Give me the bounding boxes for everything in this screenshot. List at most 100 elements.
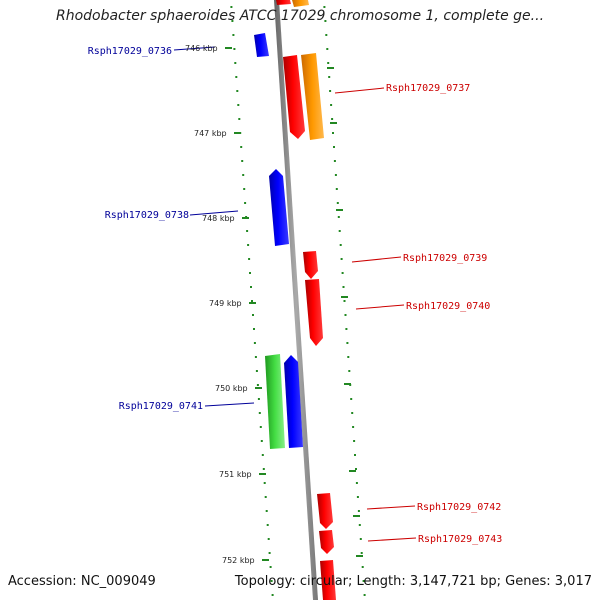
orange-feature-top-arrow[interactable] [292, 0, 309, 7]
tick-label-746: 746 kbp [185, 44, 218, 53]
left-track-dot [259, 426, 262, 428]
right-track-dot [338, 230, 341, 232]
tick-mark-747 [234, 132, 241, 134]
tick-label-747: 747 kbp [194, 129, 227, 138]
gene-bottom-red-arrow[interactable] [320, 560, 336, 600]
right-tick-mark [353, 515, 360, 517]
right-track-dot [337, 216, 340, 218]
right-track-dot [340, 258, 343, 260]
right-track-dot [351, 412, 354, 414]
left-dotted-track [230, 6, 274, 596]
gene-rsph17029-0743-arrow[interactable] [319, 530, 334, 554]
leader-rsph17029-0740 [355, 304, 405, 310]
right-track-dot [347, 356, 350, 358]
kbp-ticks [225, 47, 363, 561]
tick-mark-748 [242, 217, 249, 219]
right-track-dot [346, 342, 349, 344]
label-rsph17029-0739[interactable]: Rsph17029_0739 [403, 253, 487, 264]
gene-rsph17029-0738-arrow[interactable] [269, 169, 289, 246]
left-track-dot [268, 552, 271, 554]
left-track-dot [250, 286, 252, 288]
leader-rsph17029-0736 [173, 46, 216, 51]
right-track-dot [343, 300, 346, 302]
right-track-dot [336, 202, 339, 204]
right-tick-mark [341, 296, 348, 298]
tick-mark-751 [259, 473, 266, 475]
right-track-dot [332, 132, 334, 134]
left-track-dot [258, 412, 261, 414]
label-rsph17029-0743[interactable]: Rsph17029_0743 [418, 534, 502, 545]
left-track-dot [240, 146, 243, 148]
left-track-dot [235, 76, 238, 78]
accession-info: Accession: NC_009049 [8, 574, 156, 589]
page-title: Rhodobacter sphaeroides ATCC 17029 chrom… [55, 8, 545, 24]
left-track-dot [241, 160, 244, 162]
left-track-dot [247, 244, 250, 246]
gene-rsph17029-0739-arrow[interactable] [303, 251, 318, 279]
right-track-dot [350, 398, 353, 400]
left-track-dot [246, 230, 249, 232]
right-track-dot [355, 468, 357, 470]
label-rsph17029-0741[interactable]: Rsph17029_0741 [119, 401, 203, 412]
accession-value: NC_009049 [80, 574, 156, 589]
label-rsph17029-0740[interactable]: Rsph17029_0740 [406, 301, 490, 312]
gene-rsph17029-0740-arrow[interactable] [305, 279, 323, 346]
tick-label-748: 748 kbp [202, 214, 235, 223]
left-track-dot [253, 342, 256, 344]
left-track-dot [230, 6, 233, 8]
label-rsph17029-0737[interactable]: Rsph17029_0737 [386, 83, 470, 94]
right-track-dot [333, 146, 335, 148]
right-track-dot [358, 524, 361, 526]
left-track-dot [253, 328, 255, 330]
leader-rsph17029-0743 [367, 537, 417, 542]
gene-rsph17029-0741-arrow[interactable] [284, 355, 303, 448]
kbp-tick-labels: 746 kbp 747 kbp 748 kbp 749 kbp 750 kbp … [185, 44, 255, 565]
left-track-dot [265, 510, 268, 512]
right-track-dot [359, 538, 362, 540]
left-track-dot [255, 370, 258, 372]
right-tick-mark [327, 67, 334, 69]
left-track-dot [231, 20, 234, 22]
label-rsph17029-0736[interactable]: Rsph17029_0736 [88, 46, 172, 57]
tick-label-749: 749 kbp [209, 299, 242, 308]
right-track-dot [325, 34, 328, 36]
label-rsph17029-0738[interactable]: Rsph17029_0738 [105, 210, 189, 221]
green-feature-arrow[interactable] [265, 354, 285, 449]
right-track-dot [333, 160, 336, 162]
gene-rsph17029-0737-arrow[interactable] [283, 55, 305, 139]
label-rsph17029-0742[interactable]: Rsph17029_0742 [417, 502, 501, 513]
left-track-dot [249, 272, 251, 274]
left-track-dot [248, 258, 251, 260]
right-track-dot [354, 454, 356, 456]
gene-rsph17029-0736-arrow[interactable] [254, 33, 269, 57]
left-track-dot [232, 34, 235, 36]
tick-mark-752 [262, 559, 269, 561]
left-track-dot [243, 188, 246, 190]
right-track-dot [339, 244, 342, 246]
left-track-dot [264, 496, 267, 498]
leader-rsph17029-0739 [351, 256, 402, 263]
left-track-dot [261, 454, 264, 456]
right-track-dot [331, 118, 334, 120]
gene-rsph17029-0742-arrow[interactable] [317, 493, 333, 529]
tick-mark-749 [249, 302, 256, 304]
left-track-dot [254, 356, 257, 358]
left-track-dot [244, 202, 247, 204]
right-track-dot [342, 286, 345, 288]
left-track-dot [266, 524, 269, 526]
right-track-dot [356, 496, 359, 498]
gene-top-red-arrow[interactable] [276, 0, 291, 5]
right-tick-mark [344, 383, 351, 385]
topology-info: Topology: circular; Length: 3,147,721 bp… [234, 574, 592, 589]
left-track-dot [256, 384, 259, 386]
right-track-dot [324, 20, 327, 22]
right-track-dot [353, 440, 356, 442]
left-track-dot [252, 314, 254, 316]
right-track-dot [344, 314, 347, 316]
tick-mark-746 [225, 47, 232, 49]
right-track-dot [360, 552, 363, 554]
tick-label-751: 751 kbp [219, 470, 252, 479]
orange-feature-arrow[interactable] [301, 53, 324, 140]
left-track-dot [263, 482, 266, 484]
